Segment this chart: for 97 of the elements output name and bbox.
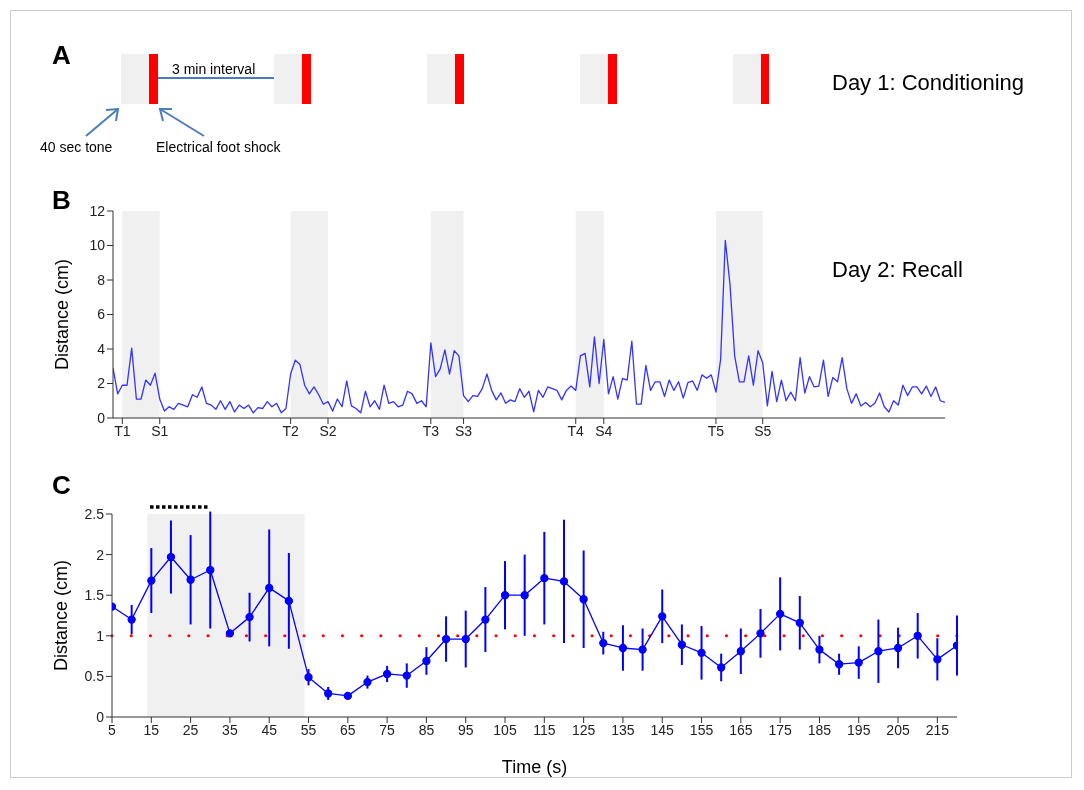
point (481, 615, 490, 624)
point (795, 618, 804, 627)
chart-title: C (52, 470, 71, 501)
point (324, 689, 333, 698)
y-tick-label: 6 (97, 306, 106, 323)
y-tick-label: 2 (96, 546, 105, 563)
x-tick-label: 135 (611, 721, 635, 738)
x-tick-label: 95 (457, 721, 474, 738)
point (304, 673, 313, 682)
y-tick-label: 12 (89, 202, 106, 219)
point (147, 576, 156, 585)
x-tick-label: 45 (261, 721, 278, 738)
x-tick-label: T1 (114, 422, 131, 439)
point (697, 648, 706, 657)
point (245, 612, 254, 622)
point (559, 577, 569, 586)
x-tick-label: S2 (319, 422, 337, 439)
point (775, 609, 785, 619)
x-tick-label: 105 (493, 721, 517, 738)
x-tick-label: 125 (571, 721, 596, 738)
point (874, 647, 883, 656)
point (284, 596, 294, 606)
x-tick-label: 35 (222, 721, 238, 738)
x-tick-label: T4 (567, 422, 585, 439)
point (382, 669, 392, 679)
x-tick-label: 195 (847, 721, 871, 738)
y-tick-label: 10 (89, 237, 106, 254)
point (913, 631, 922, 640)
annotation: Day 2: Recall (832, 257, 963, 283)
point (540, 574, 549, 583)
x-tick-label: 165 (729, 721, 753, 738)
point (638, 645, 647, 654)
x-tick-label: 25 (182, 721, 199, 738)
y-tick-label: 2.5 (84, 505, 105, 522)
x-tick-label: 215 (925, 721, 950, 738)
chart-title: B (52, 185, 71, 216)
x-tick-label: S1 (151, 422, 169, 439)
point (186, 575, 195, 584)
point (441, 634, 451, 644)
y-tick-label: 1.5 (84, 587, 105, 604)
point (756, 629, 765, 638)
y-axis-title: Distance (cm) (51, 559, 72, 672)
point (461, 634, 470, 644)
y-tick-label: 2 (97, 375, 106, 392)
x-tick-label: 85 (418, 721, 435, 738)
point (206, 565, 215, 575)
x-tick-label: T2 (282, 422, 299, 439)
x-tick-label: 5 (108, 721, 117, 738)
point (618, 643, 628, 653)
text: Electrical foot shock (156, 139, 281, 155)
point (599, 638, 608, 648)
y-tick-label: 0 (96, 708, 105, 725)
x-tick-label: 175 (768, 721, 793, 738)
point (736, 647, 745, 656)
x-tick-label: T5 (707, 422, 725, 439)
point (579, 595, 588, 604)
text: 3 min interval (172, 61, 256, 77)
point (893, 643, 903, 653)
x-tick-label: T3 (422, 422, 440, 439)
x-tick-label: 75 (379, 721, 396, 738)
y-tick-label: 4 (97, 340, 106, 357)
point (343, 691, 352, 701)
y-axis-title: Distance (cm) (52, 258, 73, 371)
x-tick-label: S3 (455, 422, 473, 439)
point (658, 612, 667, 621)
point (717, 663, 726, 672)
point (933, 655, 942, 664)
x-tick-label: 65 (340, 721, 356, 738)
point (677, 640, 687, 649)
point (500, 591, 510, 600)
x-tick-label: S4 (595, 422, 613, 439)
x-tick-label: S5 (754, 422, 772, 439)
point (422, 656, 431, 666)
y-tick-label: 0.5 (84, 668, 105, 685)
point (127, 615, 136, 624)
y-tick-label: 8 (97, 271, 106, 288)
point (854, 658, 863, 667)
x-tick-label: 155 (689, 721, 714, 738)
x-tick-label: 115 (533, 721, 556, 738)
x-tick-label: 55 (300, 721, 317, 738)
point (815, 645, 824, 654)
point (265, 583, 274, 593)
point (166, 552, 176, 562)
x-axis-title: Time (s) (501, 757, 568, 777)
x-tick-label: 185 (807, 721, 832, 738)
text: Day 1: Conditioning (832, 70, 1025, 96)
x-tick-label: 205 (886, 721, 910, 738)
x-tick-label: 145 (650, 721, 675, 738)
point (520, 591, 529, 600)
x-tick-label: 15 (143, 721, 160, 738)
point (834, 660, 844, 669)
text: A (52, 40, 71, 71)
y-tick-label: 0 (97, 409, 106, 426)
point (402, 671, 411, 680)
text: 40 sec tone (40, 139, 113, 155)
y-tick-label: 1 (96, 627, 105, 644)
point (225, 629, 235, 638)
